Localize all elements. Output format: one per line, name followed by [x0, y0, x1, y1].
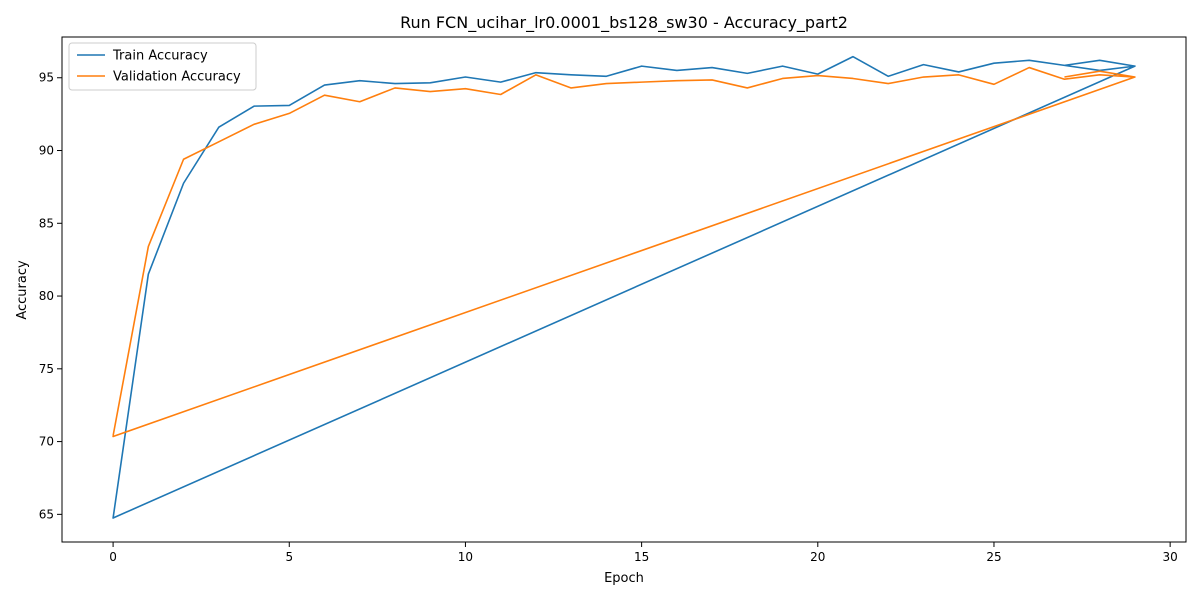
chart-title: Run FCN_ucihar_lr0.0001_bs128_sw30 - Acc… [400, 13, 848, 33]
y-axis-label: Accuracy [15, 260, 30, 320]
x-tick-label: 15 [634, 550, 649, 564]
x-tick-label: 5 [285, 550, 293, 564]
x-tick-label: 20 [810, 550, 825, 564]
y-tick-label: 85 [39, 216, 54, 230]
y-tick-label: 70 [39, 435, 54, 449]
legend: Train Accuracy Validation Accuracy [68, 42, 257, 91]
plot-frame [61, 36, 1187, 543]
x-axis-label: Epoch [604, 571, 644, 586]
x-tick-label: 30 [1163, 550, 1178, 564]
y-tick-label: 75 [39, 362, 54, 376]
legend-box [68, 42, 257, 91]
x-tick-label: 0 [109, 550, 117, 564]
series-line-validation [112, 66, 1136, 438]
y-tick-label: 90 [39, 144, 54, 158]
x-tick-label: 25 [986, 550, 1001, 564]
y-tick-label: 95 [39, 71, 54, 85]
x-tick-label: 10 [458, 550, 473, 564]
legend-entry: Validation Accuracy [113, 70, 241, 85]
y-tick-label: 80 [39, 289, 54, 303]
legend-entry: Train Accuracy [112, 49, 208, 64]
series-line-train [112, 55, 1136, 519]
y-tick-label: 65 [39, 507, 54, 521]
